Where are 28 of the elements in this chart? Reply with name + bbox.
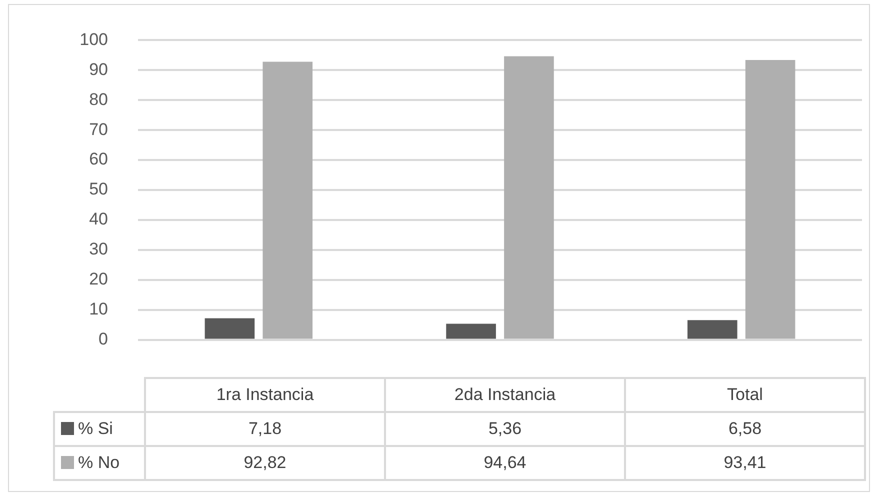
y-tick-label: 30	[89, 240, 108, 259]
bar	[262, 62, 313, 339]
bar	[745, 60, 796, 339]
y-tick-label: 90	[89, 60, 108, 79]
y-tick-label: 40	[89, 210, 108, 229]
y-tick-label: 10	[89, 300, 108, 319]
legend-label: % No	[54, 446, 145, 480]
x-tick-label: 1ra Instancia	[145, 378, 385, 412]
x-tick-label: 2da Instancia	[385, 378, 625, 412]
y-tick-label: 80	[89, 90, 108, 109]
x-tick-label: Total	[625, 378, 865, 412]
legend-label: % Si	[54, 412, 145, 446]
y-tick-label: 0	[98, 329, 108, 348]
bar	[204, 318, 255, 339]
data-label: 93,41	[625, 446, 865, 480]
bar	[687, 320, 738, 339]
bar	[504, 56, 554, 339]
y-tick-label: 70	[89, 120, 108, 139]
y-tick-label: 20	[89, 270, 108, 289]
y-tick-label: 60	[89, 150, 108, 169]
y-tick-label: 50	[89, 180, 108, 199]
y-tick-label: 100	[80, 30, 108, 49]
data-label: 5,36	[385, 412, 625, 446]
data-label: 92,82	[145, 446, 385, 480]
bar	[446, 324, 496, 339]
data-label: 6,58	[625, 412, 865, 446]
data-label: 7,18	[145, 412, 385, 446]
data-label: 94,64	[385, 446, 625, 480]
